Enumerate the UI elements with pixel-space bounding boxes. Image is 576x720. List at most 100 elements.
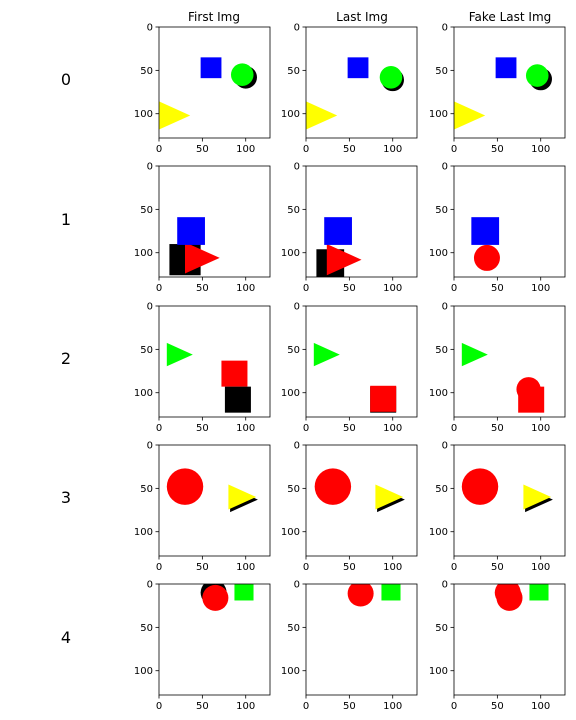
y-tick-label: 50 <box>140 66 153 77</box>
green-square <box>234 584 254 601</box>
y-tick-label: 50 <box>287 205 300 216</box>
y-tick-label: 0 <box>294 302 300 313</box>
panel-frame <box>158 583 271 696</box>
panel-background <box>159 306 270 417</box>
green-triangle <box>313 342 340 367</box>
y-tick-label: 100 <box>134 527 153 538</box>
y-tick-label: 0 <box>442 162 448 173</box>
blue-square <box>347 57 369 79</box>
green-circle <box>525 64 549 87</box>
x-tick-label: 50 <box>343 283 356 294</box>
red-circle <box>473 244 500 271</box>
red-square <box>221 360 248 387</box>
y-tick-label: 100 <box>134 666 153 677</box>
y-tick-label: 0 <box>147 441 153 452</box>
y-tick-label: 0 <box>294 23 300 34</box>
y-tick-label: 100 <box>281 248 300 259</box>
x-tick-label: 100 <box>383 423 402 434</box>
y-tick-label: 100 <box>281 109 300 120</box>
y-tick-label: 0 <box>294 441 300 452</box>
x-tick-label: 50 <box>196 423 209 434</box>
x-tick-label: 100 <box>236 701 255 712</box>
x-tick-label: 0 <box>156 144 162 155</box>
red-square <box>518 386 545 413</box>
x-tick-label: 100 <box>236 423 255 434</box>
y-tick-label: 50 <box>287 66 300 77</box>
y-tick-label: 0 <box>442 580 448 591</box>
y-tick-label: 0 <box>442 23 448 34</box>
panel-frame <box>158 305 271 418</box>
y-tick-label: 50 <box>140 345 153 356</box>
x-tick-label: 0 <box>451 423 457 434</box>
x-tick-label: 100 <box>236 283 255 294</box>
x-tick-label: 0 <box>156 701 162 712</box>
panel-frame <box>453 305 566 418</box>
image-panel: 0 50 100 0 50 100 <box>134 441 271 573</box>
y-tick-label: 0 <box>442 302 448 313</box>
y-tick-label: 50 <box>287 484 300 495</box>
x-tick-label: 50 <box>491 144 504 155</box>
x-tick-label: 50 <box>491 423 504 434</box>
row-label-2: 2 <box>61 349 71 368</box>
panel-frame <box>453 26 566 139</box>
x-tick-label: 100 <box>383 144 402 155</box>
y-tick-label: 0 <box>147 162 153 173</box>
green-triangle <box>166 342 193 367</box>
y-tick-label: 100 <box>429 248 448 259</box>
image-panel: 0 50 100 0 50 100 <box>429 580 566 712</box>
y-tick-label: 100 <box>134 248 153 259</box>
image-panel: 0 50 100 0 50 100 <box>281 580 418 712</box>
panel-frame <box>305 165 418 278</box>
y-tick-label: 0 <box>294 162 300 173</box>
red-circle <box>202 584 229 611</box>
image-panel: 0 50 100 0 50 100 <box>134 302 271 434</box>
blue-square <box>177 217 205 245</box>
x-tick-label: 50 <box>196 562 209 573</box>
x-tick-label: 100 <box>383 283 402 294</box>
yellow-triangle <box>228 484 257 510</box>
x-tick-label: 100 <box>531 562 550 573</box>
y-tick-label: 50 <box>287 345 300 356</box>
panel-frame <box>453 583 566 696</box>
y-tick-label: 0 <box>147 302 153 313</box>
y-tick-label: 50 <box>140 484 153 495</box>
x-tick-label: 0 <box>303 423 309 434</box>
y-tick-label: 50 <box>435 345 448 356</box>
x-tick-label: 0 <box>451 562 457 573</box>
y-tick-label: 50 <box>435 205 448 216</box>
blue-square <box>324 217 352 245</box>
yellow-triangle <box>306 101 338 130</box>
x-tick-label: 100 <box>531 283 550 294</box>
panel-frame <box>158 26 271 139</box>
x-tick-label: 100 <box>383 701 402 712</box>
y-tick-label: 100 <box>134 109 153 120</box>
image-panel: 0 50 100 0 50 100 <box>134 23 271 155</box>
red-circle <box>166 468 204 505</box>
panel-frame <box>453 165 566 278</box>
x-tick-label: 50 <box>196 283 209 294</box>
x-tick-label: 100 <box>531 144 550 155</box>
row-label-0: 0 <box>61 70 71 89</box>
green-square <box>529 584 549 601</box>
y-tick-label: 0 <box>147 23 153 34</box>
x-tick-label: 50 <box>343 144 356 155</box>
x-tick-label: 0 <box>156 562 162 573</box>
image-panel: 0 50 100 0 50 100 <box>429 162 566 294</box>
blue-square <box>200 57 222 79</box>
x-tick-label: 0 <box>303 701 309 712</box>
x-tick-label: 50 <box>343 701 356 712</box>
red-circle <box>314 468 352 505</box>
yellow-triangle <box>159 101 191 130</box>
row-label-4: 4 <box>61 628 71 647</box>
x-tick-label: 50 <box>196 701 209 712</box>
x-tick-label: 0 <box>451 701 457 712</box>
green-circle <box>379 66 403 89</box>
red-triangle <box>326 244 362 276</box>
x-tick-label: 50 <box>196 144 209 155</box>
yellow-triangle <box>375 484 404 510</box>
yellow-triangle <box>523 484 552 510</box>
panel-frame <box>305 444 418 557</box>
panel-background <box>306 306 417 417</box>
x-tick-label: 50 <box>491 283 504 294</box>
